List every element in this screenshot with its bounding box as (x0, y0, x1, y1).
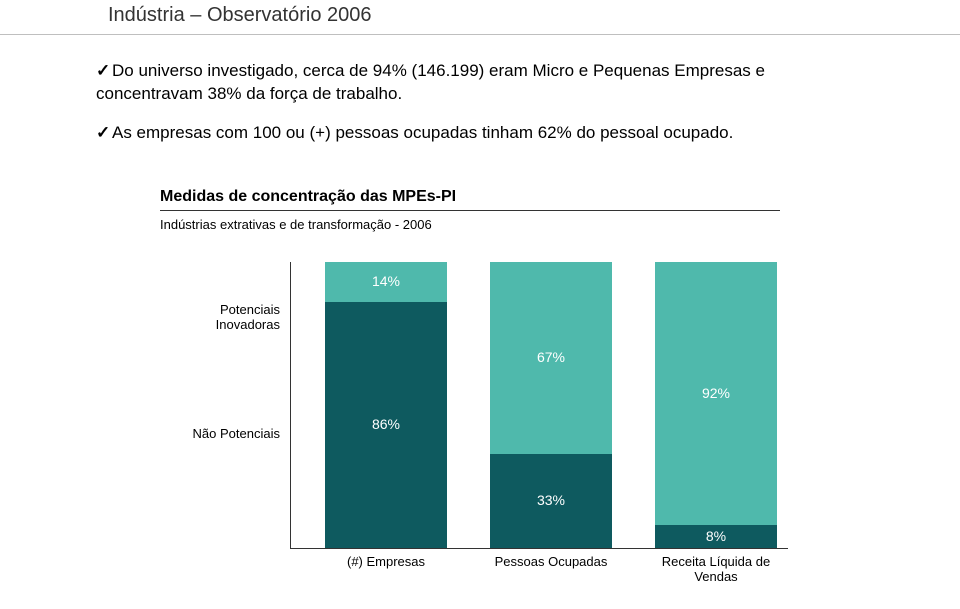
bar-segment (325, 262, 447, 302)
chart-plot: PotenciaisInovadoras Não Potenciais 14%86%… (160, 262, 825, 572)
page-title: Indústria – Observatório 2006 (108, 4, 372, 27)
x-axis-label: Pessoas Ocupadas (481, 554, 621, 569)
bullet-item: ✓As empresas com 100 ou (+) pessoas ocup… (96, 122, 860, 145)
chart-title: Medidas de concentração das MPEs-PI (160, 188, 825, 206)
header-rule (0, 34, 960, 35)
bar-column: 67%33% (490, 262, 612, 548)
checkmark-icon: ✓ (96, 122, 112, 145)
x-axis-label: (#) Empresas (316, 554, 456, 569)
bar-segment (325, 302, 447, 548)
bar-segment (490, 262, 612, 454)
bullet-item: ✓Do universo investigado, cerca de 94% (… (96, 60, 860, 106)
category-label: Não Potenciais (160, 426, 280, 441)
bar-segment (490, 454, 612, 548)
bullet-text: As empresas com 100 ou (+) pessoas ocupa… (112, 123, 733, 142)
chart-container: Medidas de concentração das MPEs-PI Indú… (160, 188, 825, 588)
chart-title-rule (160, 210, 780, 211)
checkmark-icon: ✓ (96, 60, 112, 83)
x-axis-label: Receita Líquida deVendas (646, 554, 786, 584)
bar-segment (655, 525, 777, 548)
x-axis (290, 548, 788, 549)
bar-segment (655, 262, 777, 525)
bullet-text: Do universo investigado, cerca de 94% (1… (96, 61, 765, 103)
bar-column: 92%8% (655, 262, 777, 548)
y-axis (290, 262, 291, 548)
category-label: PotenciaisInovadoras (160, 302, 280, 332)
chart-subtitle: Indústrias extrativas e de transformação… (160, 217, 825, 232)
bar-column: 14%86% (325, 262, 447, 548)
bullet-list: ✓Do universo investigado, cerca de 94% (… (96, 60, 860, 161)
